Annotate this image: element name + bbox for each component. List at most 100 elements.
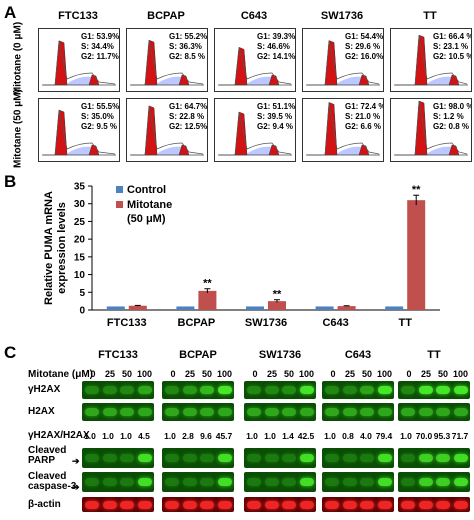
blot-strip [244,381,316,399]
arrow-icon: ➔ [72,482,80,492]
blot-strip [82,381,154,399]
ratio-row-label: γH2AX/H2AX [28,430,90,441]
blot-band [282,454,296,462]
blot-band [120,500,134,509]
blot-band [264,408,279,416]
blot-strip [244,472,316,492]
blot-band [264,454,279,462]
y-axis-label-line2: expression levels [56,202,68,294]
blot-band [165,500,179,509]
blot-band [85,454,99,462]
blot-band [360,386,374,394]
histogram-curve [218,111,292,156]
histogram-outline [307,40,380,86]
blot-band [436,386,450,394]
dose-label: 0 [90,369,96,379]
panel-b-label: B [4,172,17,191]
ratio-value: 1.0 [246,431,258,441]
dose-label: 50 [361,369,372,379]
blot-band [165,454,179,462]
legend-label: Mitotane (50 μM) [127,199,172,225]
dose-label: 25 [184,369,195,379]
blot-band [264,386,279,394]
histogram-outline [395,100,468,156]
blot-strip [82,403,154,421]
y-tick-label: 35 [74,182,86,193]
blot-band [217,386,232,394]
cell-line-header: FTC133 [58,10,98,22]
blot-band [282,500,296,509]
cell-cycle-value: G1: 53.9% [81,32,120,41]
cell-cycle-stats: G1: 55.5% S: 35.0% G2: 9.5 % [81,102,119,132]
category-label: C643 [322,317,348,329]
cell-cycle-stats: G1: 39.3% S: 46.6% G2: 14.1% [257,32,295,62]
histogram-curve [306,40,380,86]
category-label: SW1736 [245,317,287,329]
blot-band [200,408,214,416]
blot-band [325,386,339,394]
ratio-value: 9.6 [200,431,212,441]
blot-row-label: Cleaved caspase-3 ➔ [28,471,80,493]
blot-band [102,454,117,462]
treatment-row-label: Mitotane (0 μM) [12,21,24,96]
mitotane-dose-label: Mitotane (μM) [28,369,93,380]
histogram-plot: G1: 53.9% S: 34.4% G2: 11.7% [38,28,120,92]
blot-band [102,408,117,416]
blot-strip [398,448,470,468]
cell-line-header: TT [423,10,437,22]
blot-band [85,500,99,509]
blot-band [299,454,314,462]
blot-band [217,500,232,509]
histogram-plot: G1: 51.1% S: 39.5 % G2: 9.4 % [214,98,296,162]
histogram-plot: G1: 64.7% S: 22.8 % G2: 12.5% [126,98,208,162]
blot-band [137,500,152,509]
histogram-curve [42,40,116,86]
y-tick-label: 25 [74,217,86,228]
histogram-plot: G1: 39.3% S: 46.6% G2: 14.1% [214,28,296,92]
bar [246,306,264,310]
blot-band [418,408,433,416]
blot-band [401,500,415,509]
ratio-value: 4.0 [360,431,372,441]
cell-cycle-value: S: 1.2 % [433,112,464,121]
blot-band [377,408,392,416]
blot-row-label: β-actin [28,500,78,510]
blot-band [247,478,261,486]
ratio-value: 0.8 [342,431,354,441]
blot-band [299,408,314,416]
blot-row-label-text: γH2AX [28,384,61,395]
dose-label: 100 [453,369,469,379]
blot-strip [398,403,470,421]
blot-band [360,454,374,462]
y-axis-label-line1: Relative PUMA mRNA [43,191,55,305]
histogram-curve [130,105,204,156]
cell-cycle-value: S: 36.3% [169,42,202,51]
cell-cycle-value: S: 29.6 % [345,42,381,51]
blot-band [418,454,433,462]
histogram-plot: G1: 72.4 % S: 21.0 % G2: 6.6 % [302,98,384,162]
blot-band [436,408,450,416]
blot-band [342,454,357,462]
blot-band [102,386,117,394]
blot-row-label: Cleaved PARP ➔ [28,446,80,467]
blot-band [453,454,468,462]
y-tick-label: 30 [74,199,86,210]
blot-band [120,454,134,462]
blot-row-label-text: Cleaved caspase-3 [28,471,77,492]
bar [176,306,195,310]
s-phase-area [65,146,93,155]
blot-band [247,386,261,394]
s-phase-area [245,76,273,85]
cell-cycle-value: S: 21.0 % [345,112,381,121]
s-phase-area [335,146,363,155]
blot-band [360,500,374,509]
blot-band [200,500,214,509]
blot-strip [322,448,394,468]
blot-strip [82,472,154,492]
cell-cycle-value: G1: 39.3% [257,32,296,41]
blot-band [325,500,339,509]
blot-band [264,478,279,486]
cell-cycle-value: G2: 9.4 % [257,122,294,131]
blot-band [453,408,468,416]
blot-band [325,408,339,416]
